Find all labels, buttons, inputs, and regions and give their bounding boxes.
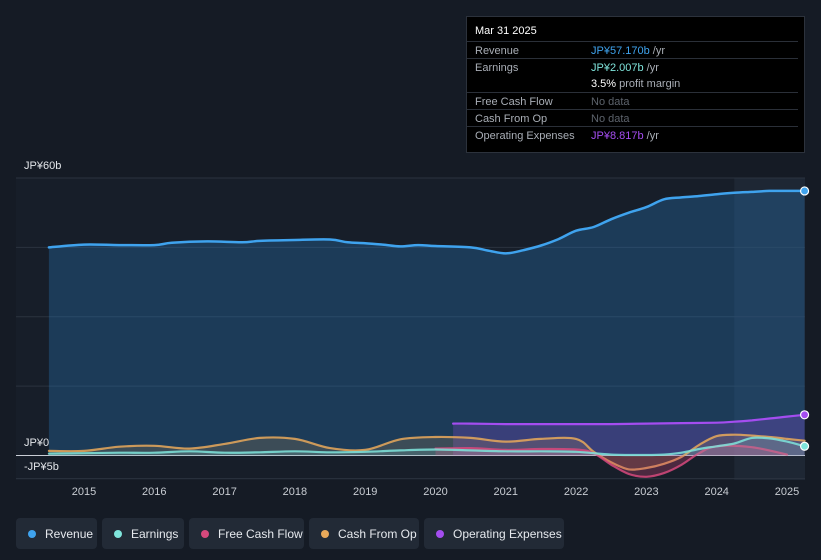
legend-label: Free Cash Flow (218, 526, 303, 541)
legend-dot-icon (114, 529, 122, 538)
tooltip-row-margin: 3.5% profit margin (467, 75, 798, 92)
legend-cash-from-op[interactable]: Cash From Op (309, 518, 419, 549)
tooltip-label: Cash From Op (475, 113, 548, 125)
revenue-endpoint (799, 186, 810, 196)
operating-expenses-line (452, 413, 806, 426)
x-tick-label: 2018 (283, 486, 307, 498)
tooltip-date: Mar 31 2025 (475, 25, 537, 37)
tooltip-value-earnings: JP¥2.007b /yr (591, 62, 659, 74)
tooltip-value-fcf: No data (591, 96, 630, 108)
recent-period-shade (734, 178, 805, 480)
tooltip-row-cfo: Cash From Op No data (467, 109, 798, 126)
tooltip-row-opex: Operating Expenses JP¥8.817b /yr (467, 126, 798, 143)
legend-label: Revenue (45, 526, 94, 541)
cash-from-op-area (48, 434, 805, 470)
operating-expenses-endpoint (799, 410, 810, 420)
legend-dot-icon (201, 529, 209, 538)
legend-free-cash-flow[interactable]: Free Cash Flow (189, 518, 304, 549)
x-tick-label: 2020 (423, 486, 447, 498)
tooltip-value-cfo: No data (591, 113, 630, 125)
legend-dot-icon (436, 529, 444, 538)
y-label-bottom: -JP¥5b (24, 461, 59, 473)
tooltip-label: Revenue (475, 45, 520, 57)
data-tooltip: Mar 31 2025 Revenue JP¥57.170b /yr Earni… (466, 16, 805, 153)
tooltip-value-revenue: JP¥57.170b /yr (591, 45, 666, 57)
cash-from-op-line (47, 433, 806, 471)
legend-label: Earnings (131, 526, 179, 541)
x-tick-label: 2019 (353, 486, 377, 498)
legend-operating-expenses[interactable]: Operating Expenses (424, 518, 564, 549)
y-label-top: JP¥60b (24, 160, 62, 172)
x-tick-label: 2016 (142, 486, 166, 498)
tooltip-value-opex: JP¥8.817b /yr (591, 130, 659, 142)
tooltip-label: Operating Expenses (475, 130, 575, 142)
tooltip-label: Free Cash Flow (475, 96, 553, 108)
x-tick-label: 2017 (212, 486, 236, 498)
legend-label: Operating Expenses (453, 526, 562, 541)
chart-plot: 2015 2016 2017 2018 2019 2020 2021 2022 2023 2024… (16, 177, 810, 498)
x-tick-label: 2025 (775, 486, 799, 498)
x-tick-label: 2023 (634, 486, 658, 498)
tooltip-value-margin: 3.5% profit margin (591, 78, 681, 90)
earnings-endpoint (799, 441, 810, 451)
legend-revenue[interactable]: Revenue (16, 518, 97, 549)
legend-dot-icon (28, 529, 36, 538)
legend-dot-icon (321, 529, 329, 538)
legend-label: Cash From Op (338, 526, 417, 541)
tooltip-row-revenue: Revenue JP¥57.170b /yr (467, 41, 798, 58)
tooltip-label: Earnings (475, 62, 519, 74)
x-tick-label: 2015 (72, 486, 96, 498)
x-tick-label: 2022 (564, 486, 588, 498)
earnings-line (47, 436, 806, 457)
x-tick-label: 2021 (494, 486, 518, 498)
tooltip-row-fcf: Free Cash Flow No data (467, 92, 798, 109)
legend-earnings[interactable]: Earnings (102, 518, 184, 549)
revenue-area (48, 190, 805, 456)
tooltip-row-earnings: Earnings JP¥2.007b /yr (467, 58, 798, 75)
y-label-zero: JP¥0 (24, 437, 50, 449)
revenue-line (47, 189, 806, 255)
x-tick-label: 2024 (704, 486, 728, 498)
plot-background (16, 178, 805, 480)
